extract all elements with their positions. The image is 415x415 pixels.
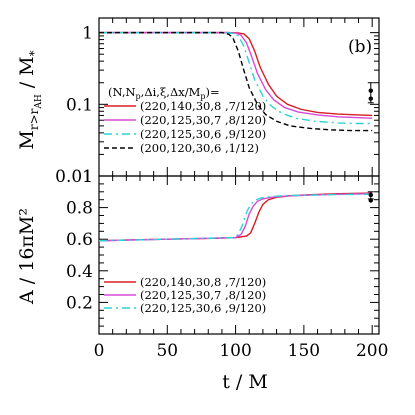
bottom-ytick-label: 0.4 [66,262,93,282]
x-tick-label: 150 [288,341,320,361]
top-panel: 0.01 0.1 1 (N,Np,Δi,ξ,Δx/Mp)=(220,140,30,8… [16,17,380,187]
x-tick-label: 200 [356,341,388,361]
bottom-ytick-label: 0.8 [66,199,93,219]
top-error-dot [368,96,374,101]
top-ytick-label: 1 [82,24,93,44]
bottom-ytick-label: 1 [82,167,93,187]
bottom-ytick-label: 0.2 [66,293,93,313]
bottom-ylabel-text: A / 16πM² [16,208,38,305]
top-legend-label: (220,125,30,7 ,8/120) [140,113,266,127]
bottom-error-point [368,192,374,198]
top-ytick-label: 0.1 [66,95,93,115]
bottom-series-1 [98,192,373,242]
bottom-series-3 [98,193,373,242]
bottom-ylabel: A / 16πM² [16,208,38,305]
legend-title: (N,Np,Δi,ξ,Δx/Mp)= [108,85,220,101]
panel-label: (b) [348,37,372,57]
top-ylabel: Mr>rAH / M* [16,50,44,149]
x-axis-label: t / M [222,371,268,393]
top-legend-label: (200,120,30,6 ,1/12) [140,141,259,155]
bottom-legend-label: (220,125,30,6 ,9/120) [140,301,266,315]
top-ylabel-sub: r>r [27,108,41,130]
x-tick-label: 50 [156,341,178,361]
top-ytick-label: 0.01 [55,167,93,187]
x-tick-label: 0 [94,341,105,361]
top-error-point [368,88,374,93]
top-legend-label: (220,125,30,6 ,9/120) [140,127,266,141]
top-ylabel-main: M [16,130,38,149]
bottom-legend-label: (220,140,30,8 ,7/120) [140,275,266,289]
top-ylabel-subsub: AH [34,94,44,109]
x-tick-label: 100 [219,341,251,361]
svg-text:Mr>rAH/ M*: Mr>rAH / M* [16,50,44,149]
top-series-2 [99,31,373,119]
top-series-4 [99,31,373,132]
top-ylabel-rest: / M [16,56,38,88]
bottom-series-2 [98,193,373,242]
bottom-legend-label: (220,125,30,7 ,8/120) [140,288,266,302]
top-series-1 [99,31,373,117]
top-ylabel-star: * [27,50,41,56]
bottom-ytick-label: 0.6 [66,230,93,250]
bottom-error-dot [368,198,374,203]
top-series-3 [99,31,373,125]
top-legend-label: (220,140,30,8 ,7/120) [140,99,266,113]
bottom-panel: 0.2 0.4 0.6 0.8 1 0 50 100 150 200 (220,140,30,8… [16,167,388,393]
